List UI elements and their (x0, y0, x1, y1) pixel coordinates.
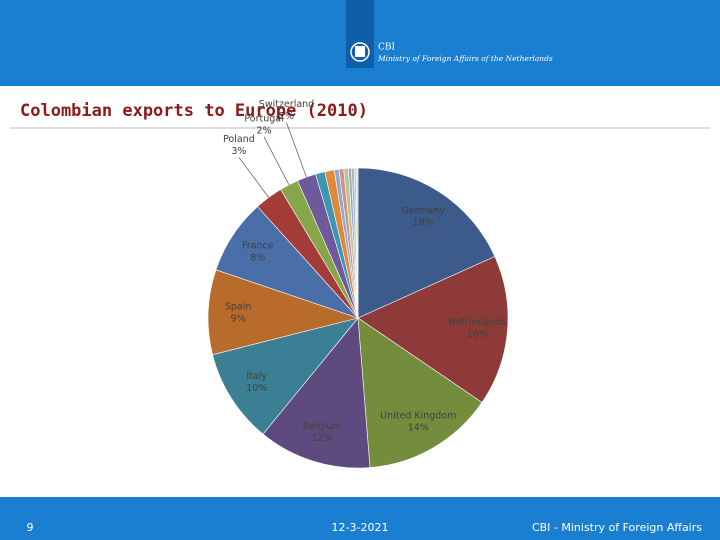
slice-label: Poland (223, 134, 255, 145)
leader-line (263, 136, 290, 186)
footer-org: CBI - Ministry of Foreign Affairs (532, 521, 702, 534)
slice-value-label: 10% (246, 383, 267, 394)
slice-value-label: 14% (408, 422, 429, 433)
pie-slice (357, 167, 496, 319)
slice-value-label: 2% (257, 125, 272, 136)
leader-line (286, 122, 307, 178)
footer-bar (0, 497, 720, 540)
logo-emblem (350, 42, 370, 62)
slice-value-label: 9% (231, 314, 246, 325)
slice-label: Netherlands (449, 317, 507, 328)
slice-label: Belgium (303, 421, 342, 432)
slice-label: Italy (246, 371, 267, 382)
pie-slice (212, 317, 359, 435)
footer-date: 12-3-2021 (332, 521, 389, 534)
slice-value-label: 2% (279, 111, 294, 122)
slice-label: Germany (401, 206, 445, 217)
pie-slice (357, 317, 483, 468)
pie-slice (355, 167, 359, 319)
header-ministry: Ministry of Foreign Affairs of the Nethe… (377, 54, 553, 63)
slice-label: United Kingdom (380, 410, 456, 421)
header-org: CBI (378, 43, 396, 53)
slice-value-label: 16% (467, 329, 488, 340)
pie-slice (357, 256, 509, 403)
pie-slice (262, 317, 371, 469)
slice-value-label: 18% (413, 218, 434, 229)
slice-label: Portugal (244, 113, 283, 124)
page-number: 9 (27, 521, 34, 534)
slice-label: Spain (225, 302, 252, 313)
slice-value-label: 12% (312, 433, 333, 444)
logo-ribbon (346, 0, 374, 68)
leader-line (238, 157, 269, 198)
slide-title: Colombian exports to Europe (2010) (20, 101, 368, 121)
pie-slice (207, 269, 360, 356)
slice-label: Switzerland (259, 99, 314, 110)
slice-value-label: 8% (250, 253, 265, 264)
slice-value-label: 3% (231, 146, 246, 157)
slice-label: France (242, 241, 274, 252)
